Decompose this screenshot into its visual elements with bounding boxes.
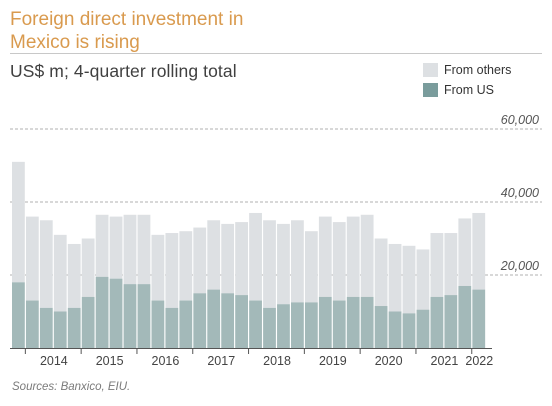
bar-us-26 (374, 306, 388, 348)
y-tick-label-60000: 60,000 (501, 113, 539, 127)
x-tick-label-2019: 2019 (319, 354, 347, 368)
bar-others-4 (67, 243, 81, 308)
bar-others-13 (193, 227, 207, 294)
bar-us-33 (472, 289, 486, 348)
chart-subtitle: US$ m; 4-quarter rolling total (10, 61, 237, 81)
bar-us-9 (137, 284, 151, 348)
bar-us-0 (12, 282, 25, 348)
bar-us-7 (109, 278, 123, 348)
bar-us-3 (53, 311, 67, 348)
bar-us-24 (346, 296, 360, 348)
bar-others-9 (137, 214, 151, 285)
bar-us-8 (123, 284, 137, 348)
bar-others-11 (165, 233, 179, 308)
bar-us-16 (235, 295, 248, 348)
legend-swatch-us (423, 83, 438, 97)
x-tick-label-2017: 2017 (207, 354, 235, 368)
bar-others-5 (81, 238, 95, 297)
bar-us-20 (291, 302, 304, 348)
bar-others-1 (25, 216, 39, 301)
source-note: Sources: Banxico, EIU. (12, 381, 131, 393)
bar-others-23 (332, 222, 346, 301)
bar-others-32 (458, 218, 472, 286)
bar-us-12 (179, 300, 193, 348)
bar-others-7 (109, 216, 123, 279)
bar-others-26 (374, 238, 388, 307)
bar-us-31 (444, 295, 458, 348)
chart-legend: From others From US (423, 60, 511, 100)
bar-us-30 (430, 296, 444, 348)
bar-others-24 (346, 216, 360, 297)
x-tick-label-2016: 2016 (152, 354, 180, 368)
title-divider (10, 53, 542, 54)
bar-others-12 (179, 231, 193, 301)
bar-us-19 (277, 304, 290, 348)
bar-others-30 (430, 233, 444, 297)
bar-others-3 (53, 234, 67, 312)
chart-title: Foreign direct investment in Mexico is r… (10, 8, 310, 54)
bar-us-13 (193, 293, 207, 348)
bar-us-21 (304, 302, 318, 348)
chart-title-line-1: Foreign direct investment in (10, 9, 244, 30)
bar-us-25 (360, 296, 374, 348)
bar-us-27 (388, 311, 402, 348)
bar-us-14 (207, 289, 221, 348)
bar-us-28 (402, 313, 416, 348)
bar-us-23 (332, 300, 346, 348)
x-tick-label-2018: 2018 (263, 354, 291, 368)
bar-others-10 (151, 234, 165, 301)
bar-us-5 (81, 296, 95, 348)
bar-us-4 (67, 307, 81, 348)
bar-others-16 (235, 222, 248, 296)
bar-others-31 (444, 233, 458, 296)
x-tick-label-2021: 2021 (431, 354, 459, 368)
bar-us-18 (263, 307, 276, 348)
legend-item-others: From others (423, 60, 511, 80)
bar-us-29 (416, 309, 430, 348)
bar-others-27 (388, 243, 402, 312)
bar-others-18 (263, 220, 276, 308)
y-tick-label-40000: 40,000 (501, 186, 539, 200)
legend-label-others: From others (444, 63, 512, 77)
bar-us-15 (221, 293, 235, 348)
bar-us-6 (95, 276, 109, 348)
bar-us-1 (25, 300, 39, 348)
bar-others-8 (123, 214, 137, 285)
legend-swatch-others (423, 63, 438, 77)
bar-us-10 (151, 300, 165, 348)
x-tick-label-2020: 2020 (375, 354, 403, 368)
x-tick-label-2015: 2015 (96, 354, 124, 368)
bar-others-28 (402, 245, 416, 314)
bar-others-19 (277, 223, 290, 305)
bar-others-2 (39, 220, 53, 308)
chart-title-line-2: Mexico is rising (10, 32, 140, 53)
bar-us-11 (165, 307, 179, 348)
bar-others-17 (249, 212, 262, 301)
bar-us-17 (249, 300, 262, 348)
bar-others-20 (291, 220, 304, 303)
bar-others-22 (318, 216, 332, 297)
x-tick-label-2022: 2022 (465, 354, 493, 368)
bar-us-22 (318, 296, 332, 348)
bar-others-0 (12, 161, 25, 283)
bar-us-2 (39, 307, 53, 348)
bar-others-25 (360, 214, 374, 297)
legend-label-us: From US (444, 83, 494, 97)
bar-others-33 (472, 212, 486, 290)
bar-others-15 (221, 223, 235, 294)
bar-others-29 (416, 249, 430, 310)
bar-us-32 (458, 285, 472, 348)
legend-item-us: From US (423, 80, 511, 100)
x-tick-label-2014: 2014 (40, 354, 68, 368)
bar-others-14 (207, 220, 221, 290)
bar-others-21 (304, 231, 318, 303)
y-tick-label-20000: 20,000 (500, 259, 539, 273)
bar-others-6 (95, 214, 109, 277)
